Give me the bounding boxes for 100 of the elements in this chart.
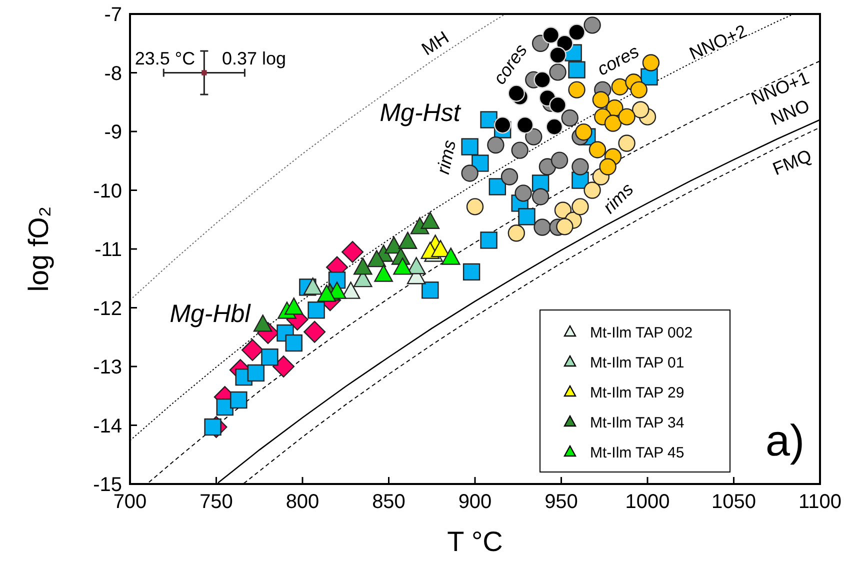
point: [462, 263, 480, 281]
y-axis-title: log fO₂: [23, 206, 54, 292]
y-tick-label: -14: [93, 415, 122, 438]
point: [431, 240, 450, 258]
annotation: Mg-Hst: [380, 98, 462, 127]
point: [488, 178, 506, 196]
point: [572, 198, 589, 216]
point: [487, 136, 504, 154]
point: [472, 154, 489, 172]
x-tick-label: 900: [458, 491, 492, 513]
point: [518, 208, 536, 226]
point: [230, 391, 248, 409]
point: [632, 101, 650, 118]
point: [554, 202, 572, 219]
point: [393, 258, 412, 275]
annotation: cores: [594, 41, 642, 80]
point: [561, 109, 578, 127]
x-tick-label: 700: [113, 491, 147, 513]
legend-label: Mt-Ilm TAP 01: [590, 354, 684, 372]
point: [534, 218, 551, 236]
legend-label: Mt-Ilm TAP 45: [590, 444, 684, 462]
y-tick-label: -11: [94, 239, 122, 261]
point: [550, 152, 568, 169]
y-tick-label: -7: [104, 4, 122, 26]
annotation: 23.5 °C: [134, 48, 196, 68]
point: [588, 141, 606, 158]
point: [303, 278, 322, 295]
annotation: FMQ: [770, 146, 814, 180]
point: [592, 91, 610, 108]
point: [568, 81, 586, 98]
point: [508, 224, 525, 242]
point: [546, 118, 563, 136]
point: [461, 164, 478, 182]
point: [441, 248, 460, 265]
annotation: Mg-Hbl: [170, 300, 252, 328]
x-tick-label: 1050: [712, 491, 756, 513]
x-tick-label: 1000: [625, 491, 670, 513]
point: [304, 320, 326, 343]
y-tick-label: -12: [93, 298, 122, 320]
point: [599, 158, 616, 176]
point: [241, 339, 264, 362]
point: [549, 64, 566, 81]
point: [466, 198, 484, 216]
point: [342, 240, 364, 263]
point: [374, 264, 393, 282]
point: [341, 282, 360, 299]
annotation: a): [765, 416, 805, 466]
point: [494, 116, 512, 134]
legend-label: Mt-Ilm TAP 29: [590, 384, 684, 402]
point: [618, 108, 636, 126]
point: [284, 298, 304, 315]
point: [611, 78, 628, 96]
y-tick-label: -10: [93, 180, 122, 202]
point: [317, 284, 336, 302]
point: [538, 158, 556, 176]
point: [204, 418, 222, 436]
y-tick-label: -8: [104, 62, 122, 85]
point: [422, 282, 439, 299]
point: [367, 250, 386, 268]
point: [516, 116, 534, 134]
point: [542, 26, 560, 44]
point: [525, 128, 542, 146]
point: [556, 218, 574, 236]
point: [202, 70, 207, 76]
point: [549, 46, 566, 64]
x-axis-title: T °C: [447, 526, 503, 557]
point: [353, 258, 372, 275]
point: [398, 232, 418, 249]
point: [272, 356, 295, 378]
point: [572, 158, 589, 176]
point: [618, 134, 636, 152]
point: [511, 142, 528, 159]
legend-label: Mt-Ilm TAP 002: [590, 324, 693, 342]
point: [534, 71, 551, 88]
annotation: rims: [432, 138, 460, 176]
point: [514, 184, 532, 202]
point: [480, 111, 498, 128]
point: [575, 123, 592, 141]
point: [247, 364, 265, 382]
x-tick-label: 750: [200, 491, 233, 513]
annotation: MH: [418, 27, 452, 60]
annotation: 0.37 log: [222, 48, 286, 68]
point: [308, 302, 325, 319]
x-tick-label: 1100: [798, 491, 842, 513]
point: [568, 24, 586, 41]
point: [568, 61, 586, 78]
x-tick-label: 950: [544, 491, 578, 513]
point: [500, 168, 518, 186]
legend-label: Mt-Ilm TAP 34: [590, 414, 684, 432]
point: [630, 81, 648, 98]
point: [642, 54, 660, 72]
point: [584, 16, 601, 34]
point: [604, 114, 622, 132]
point: [261, 348, 278, 366]
point: [584, 182, 601, 199]
point: [285, 334, 302, 352]
y-tick-label: -13: [93, 356, 122, 378]
point: [420, 212, 440, 229]
x-tick-label: 800: [286, 491, 320, 513]
point: [508, 84, 525, 102]
